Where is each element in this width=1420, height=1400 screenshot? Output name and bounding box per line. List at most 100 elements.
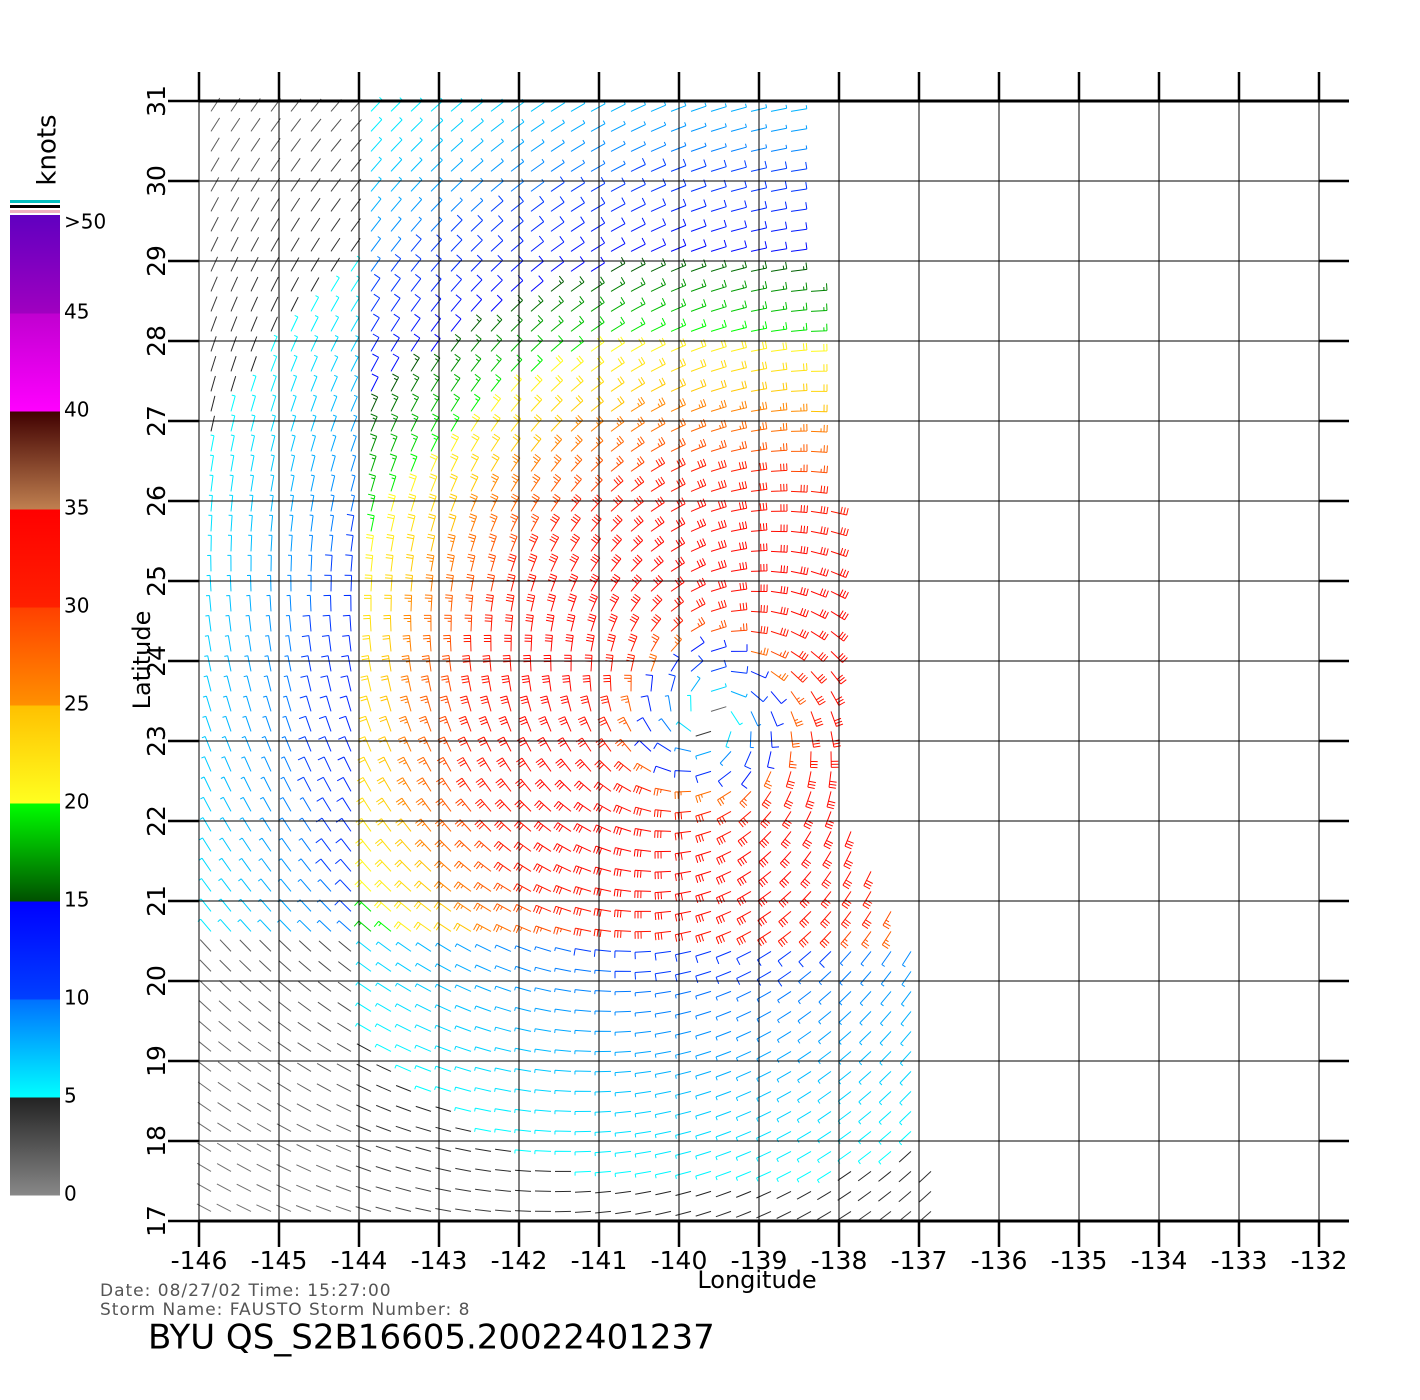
wind-barb — [654, 850, 672, 859]
wind-barb — [715, 1150, 732, 1161]
wind-barb — [610, 316, 626, 332]
wind-barb — [394, 839, 412, 852]
wind-barb — [450, 274, 462, 292]
wind-barb — [435, 1106, 452, 1112]
wind-barb — [450, 453, 459, 472]
wind-barb — [355, 817, 372, 832]
wind-barb — [839, 971, 852, 986]
wind-barb — [526, 593, 536, 612]
wind-barb — [387, 493, 396, 512]
wind-barb — [256, 1163, 272, 1172]
wind-barb — [798, 971, 812, 985]
wind-barb — [345, 554, 353, 572]
wind-barb — [820, 911, 832, 929]
wind-barb — [736, 950, 752, 966]
wind-barb — [634, 950, 652, 960]
wind-barb — [880, 971, 892, 987]
wind-barb — [629, 613, 640, 632]
wind-barb — [715, 1090, 732, 1101]
wind-barb — [390, 333, 400, 352]
wind-barb — [736, 910, 752, 926]
wind-barb — [614, 1070, 632, 1077]
wind-barb — [210, 296, 218, 312]
wind-barb — [633, 828, 652, 837]
wind-barb — [470, 294, 483, 312]
wind-barb — [730, 623, 748, 632]
wind-barb — [770, 731, 780, 748]
wind-barb — [549, 533, 560, 552]
wind-barb — [197, 1122, 212, 1132]
wind-barb — [337, 1022, 352, 1032]
wind-barb — [346, 513, 355, 532]
wind-barb — [473, 923, 492, 932]
wind-barb — [336, 797, 352, 812]
wind-barb — [490, 473, 500, 492]
wind-barb — [395, 1105, 412, 1112]
wind-barb — [770, 524, 788, 533]
wind-barb — [826, 791, 836, 810]
x-tick-label: -144 — [331, 1246, 388, 1275]
wind-barb — [290, 237, 300, 252]
wind-barb — [437, 736, 452, 752]
wind-barb — [570, 513, 581, 532]
wind-barb — [901, 991, 912, 1007]
wind-barb — [197, 1061, 212, 1072]
wind-barb — [514, 1189, 532, 1192]
wind-barb — [675, 1110, 692, 1119]
wind-barb — [735, 1030, 752, 1042]
wind-barb — [237, 919, 252, 932]
wind-barb — [230, 276, 239, 292]
wind-barb — [370, 156, 382, 172]
wind-barb — [370, 413, 378, 432]
wind-barb — [730, 180, 747, 192]
wind-barb — [819, 951, 832, 968]
wind-barb — [710, 103, 727, 112]
wind-barb — [574, 1170, 592, 1176]
wind-barb — [310, 374, 318, 392]
wind-barb — [395, 962, 412, 972]
wind-barb — [354, 900, 372, 912]
wind-barb — [530, 493, 540, 512]
wind-barb — [570, 139, 586, 152]
wind-barb — [410, 196, 423, 212]
wind-barb — [650, 238, 667, 252]
wind-barb — [336, 776, 352, 792]
wind-barb — [547, 573, 558, 592]
wind-barb — [414, 1024, 432, 1032]
wind-barb — [550, 139, 565, 152]
y-axis-label: Latitude — [128, 611, 156, 710]
wind-barb — [736, 990, 752, 1002]
wind-barb — [397, 736, 412, 752]
wind-barb — [414, 839, 432, 852]
wind-barb — [322, 614, 332, 632]
wind-barb — [510, 334, 523, 352]
wind-barb — [455, 1127, 472, 1132]
wind-barb — [277, 1082, 292, 1092]
wind-barb — [279, 817, 292, 832]
wind-barb — [670, 178, 687, 192]
wind-barb — [459, 695, 472, 712]
wind-barb — [573, 865, 592, 875]
wind-barb — [710, 459, 727, 472]
wind-barb — [350, 374, 359, 392]
wind-barb — [421, 655, 432, 672]
wind-barb — [434, 1004, 452, 1012]
wind-barb — [674, 990, 692, 999]
wind-barb — [394, 880, 412, 892]
wind-barb — [550, 493, 561, 512]
wind-barb — [317, 879, 332, 892]
wind-barb — [630, 237, 646, 252]
wind-barb — [790, 464, 808, 473]
wind-barb — [810, 731, 821, 748]
y-tick-label: 27 — [142, 405, 171, 437]
wind-barb — [324, 574, 332, 592]
wind-barb — [670, 378, 687, 392]
wind-barb — [356, 1124, 372, 1132]
wind-barb — [530, 354, 543, 372]
y-tick-label: 23 — [142, 725, 171, 757]
wind-barb — [490, 158, 504, 172]
wind-barb — [830, 610, 849, 621]
wind-barb — [374, 900, 392, 912]
wind-barb — [816, 1170, 832, 1184]
wind-barb — [470, 254, 483, 272]
